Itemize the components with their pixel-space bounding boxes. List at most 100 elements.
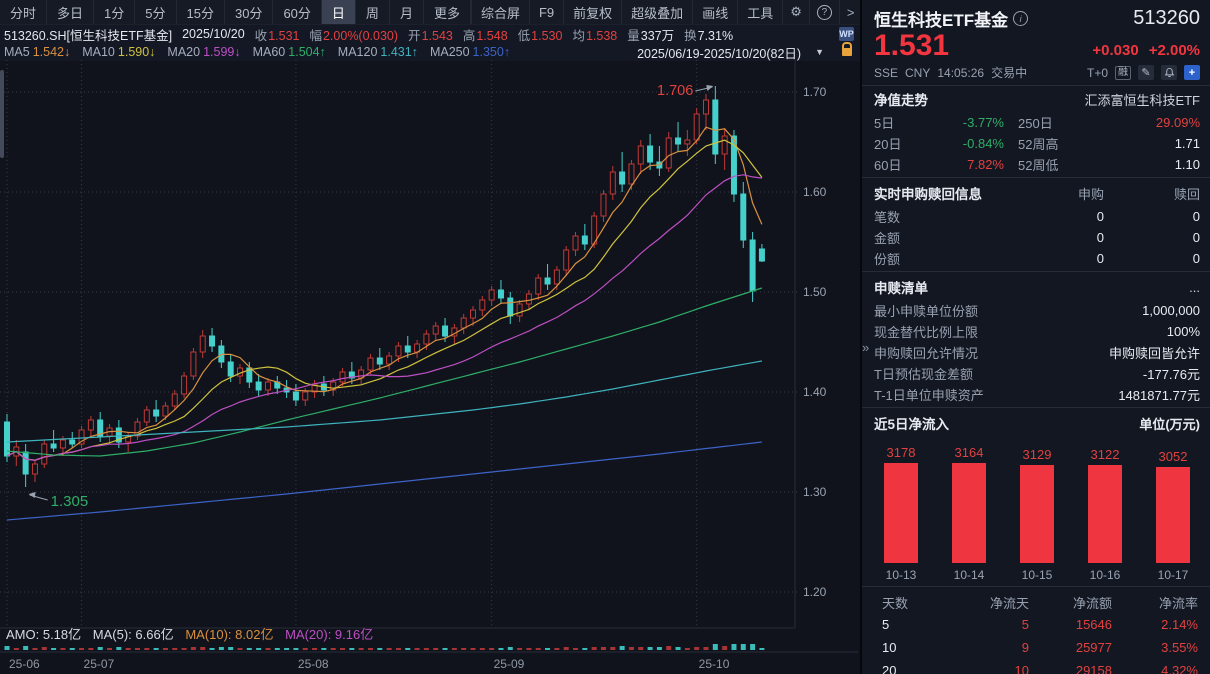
volume-dash bbox=[228, 647, 234, 650]
toolbar-button-F9[interactable]: F9 bbox=[528, 0, 563, 24]
volume-dash bbox=[256, 648, 262, 650]
list-row-label: T日预估现金差额 bbox=[874, 367, 973, 382]
candle-body bbox=[31, 463, 38, 475]
volume-dash bbox=[684, 648, 690, 650]
candle-body bbox=[171, 393, 178, 407]
period-tab-月[interactable]: 月 bbox=[390, 0, 424, 24]
subscription-list-rows: 最小申赎单位份额 1,000,000 现金替代比例上限 100% 申购赎回允许情况 申购赎… bbox=[862, 300, 1210, 405]
table-header-row: 天数 净流天 净流额 净流率 bbox=[862, 591, 1210, 613]
volume-dash bbox=[144, 648, 150, 650]
period-tab-周[interactable]: 周 bbox=[356, 0, 390, 24]
add-plus-icon[interactable]: + bbox=[1184, 65, 1200, 80]
toolbar-button-画线[interactable]: 画线 bbox=[692, 0, 737, 24]
list-more-button[interactable]: ... bbox=[1189, 279, 1200, 295]
quote-field-value: 337万 bbox=[640, 28, 675, 43]
list-row: 现金替代比例上限 100% bbox=[862, 321, 1210, 342]
left-scrollbar-thumb[interactable] bbox=[0, 70, 4, 158]
candle-body bbox=[292, 391, 299, 401]
candle-body bbox=[460, 317, 467, 329]
quote-field-开: 开1.543 bbox=[408, 25, 453, 44]
candlestick-chart[interactable]: 1.70 1.60 1.50 1.40 1.30 1.20 25-06 25-07 25-08 2… bbox=[0, 60, 860, 674]
toolbar-button-工具[interactable]: 工具 bbox=[737, 0, 782, 24]
date-range-dropdown-icon[interactable]: ▼ bbox=[815, 47, 824, 57]
volume-dash bbox=[190, 647, 196, 650]
toolbar-overflow-chevron-icon[interactable]: > bbox=[838, 0, 862, 24]
volume-dash bbox=[712, 644, 718, 650]
ma-label: MA250 bbox=[429, 45, 470, 59]
quote-field-value: 1.531 bbox=[268, 28, 300, 43]
flow-bar-column: 3052 10-17 bbox=[1144, 438, 1202, 584]
list-row-label: 现金替代比例上限 bbox=[874, 325, 979, 340]
candle-body bbox=[572, 235, 579, 251]
volume-dash bbox=[554, 648, 560, 650]
toolbar-button-综合屏[interactable]: 综合屏 bbox=[470, 0, 529, 24]
volume-dash bbox=[153, 648, 159, 650]
volume-dash bbox=[647, 647, 653, 650]
candle-body bbox=[730, 135, 737, 195]
price-change: +0.030 bbox=[1092, 42, 1139, 59]
period-tab-15分[interactable]: 15分 bbox=[177, 0, 225, 24]
candle-body bbox=[749, 239, 756, 292]
candle-body bbox=[190, 351, 197, 377]
volume-dash bbox=[489, 648, 495, 650]
panel-collapse-icon[interactable]: » bbox=[862, 340, 870, 355]
high-price-annotation: 1.706 bbox=[657, 83, 693, 99]
candle-body bbox=[246, 367, 253, 383]
wps-plugin-icon[interactable]: WP bbox=[839, 27, 854, 41]
quote-field-均: 均1.538 bbox=[572, 25, 617, 44]
volume-dash bbox=[498, 648, 504, 650]
ma-values: MA5 1.542↓ MA10 1.590↓ MA20 1.599↓ MA60 1.504↑ M… bbox=[4, 45, 510, 59]
table-row: 20 10 29158 4.32% bbox=[862, 659, 1210, 674]
volume-dash bbox=[759, 648, 765, 650]
ma-item-MA120: MA120 1.431↑ bbox=[338, 45, 418, 59]
alert-bell-icon[interactable] bbox=[1161, 65, 1177, 80]
volume-dash bbox=[582, 648, 588, 650]
toolbar-button-前复权[interactable]: 前复权 bbox=[563, 0, 621, 24]
exchange-label: SSE bbox=[874, 65, 899, 80]
realtime-label: 份额 bbox=[874, 252, 901, 267]
period-tab-日[interactable]: 日 bbox=[321, 0, 356, 24]
settings-gear-icon[interactable]: ⚙ bbox=[782, 0, 809, 24]
ma5-line bbox=[6, 126, 763, 461]
quote-field-label: 换 bbox=[684, 28, 697, 43]
ma-item-MA60: MA60 1.504↑ bbox=[253, 45, 326, 59]
period-tab-1分[interactable]: 1分 bbox=[94, 0, 136, 24]
info-icon[interactable]: i bbox=[1013, 11, 1029, 26]
candle-body bbox=[115, 427, 122, 443]
nav-stat-label: 5日 bbox=[874, 116, 895, 131]
help-icon[interactable]: ? bbox=[808, 0, 839, 24]
ma60-line bbox=[6, 287, 763, 457]
realtime-row: 金额 0 0 bbox=[862, 227, 1210, 248]
period-tab-30分[interactable]: 30分 bbox=[225, 0, 274, 24]
quote-field-幅: 幅2.00%(0.030) bbox=[309, 25, 398, 44]
fund-info-panel: » 恒生科技ETF基金 i 513260 1.531 +0.030 +2.00%… bbox=[860, 0, 1210, 674]
unlocked-padlock-icon[interactable] bbox=[842, 42, 852, 56]
candle-body bbox=[255, 381, 262, 391]
flow-bar-value: 3129 bbox=[1022, 447, 1052, 462]
volume-dash bbox=[246, 648, 252, 650]
ma-label: MA120 bbox=[337, 45, 378, 59]
high-annotation-arrowhead bbox=[706, 85, 714, 91]
quote-field-label: 开 bbox=[408, 28, 421, 43]
quote-field-value: 1.548 bbox=[476, 28, 508, 43]
period-tab-更多[interactable]: 更多 bbox=[424, 0, 471, 24]
period-tab-5分[interactable]: 5分 bbox=[135, 0, 177, 24]
x-axis-tick-label: 25-07 bbox=[84, 657, 115, 671]
volume-dash bbox=[41, 647, 47, 650]
flow-bar-date: 10-15 bbox=[1021, 568, 1053, 582]
flow-bar-column: 3178 10-13 bbox=[872, 438, 930, 584]
volume-dash bbox=[573, 648, 579, 650]
period-tab-分时[interactable]: 分时 bbox=[0, 0, 48, 24]
period-tab-60分[interactable]: 60分 bbox=[273, 0, 322, 24]
period-tab-多日[interactable]: 多日 bbox=[47, 0, 95, 24]
edit-pencil-icon[interactable]: ✎ bbox=[1138, 65, 1154, 80]
candle-body bbox=[507, 297, 514, 317]
divider bbox=[862, 407, 1210, 408]
volume-dash bbox=[274, 648, 280, 650]
toolbar-button-超级叠加[interactable]: 超级叠加 bbox=[621, 0, 692, 24]
volume-dash bbox=[405, 648, 411, 650]
volume-dash bbox=[172, 648, 178, 650]
list-row: T日预估现金差额 -177.76元 bbox=[862, 363, 1210, 384]
y-axis-tick-label: 1.50 bbox=[803, 285, 827, 299]
candle-body bbox=[525, 293, 532, 305]
